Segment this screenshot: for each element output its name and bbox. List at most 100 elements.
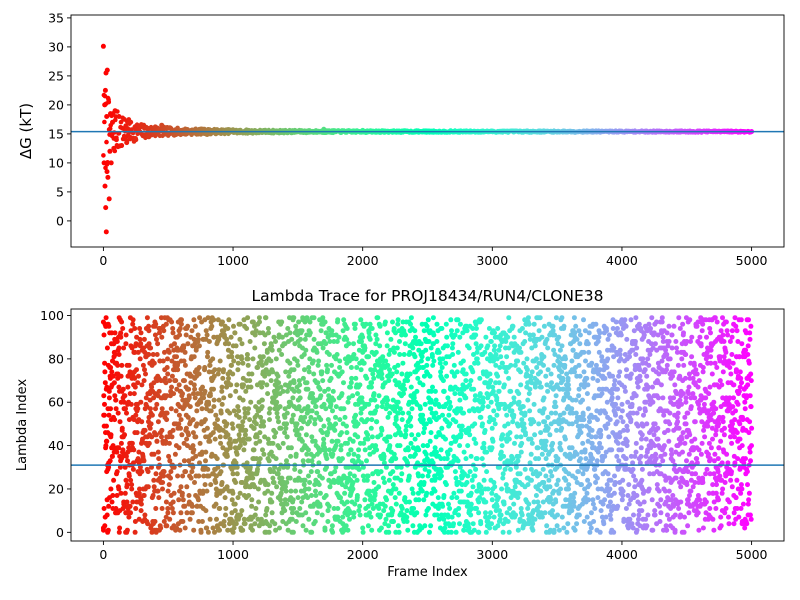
lambda-point xyxy=(253,421,259,427)
lambda-point xyxy=(344,430,350,436)
lambda-point xyxy=(508,466,513,472)
lambda-point xyxy=(587,529,593,535)
lambda-point xyxy=(226,341,232,347)
lambda-point xyxy=(367,321,373,327)
lambda-point xyxy=(584,490,590,496)
lambda-point xyxy=(412,451,418,457)
lambda-point xyxy=(116,384,122,390)
lambda-point xyxy=(335,438,341,444)
lambda-point xyxy=(270,475,276,481)
lambda-point xyxy=(228,382,234,388)
lambda-point xyxy=(274,410,280,416)
lambda-point xyxy=(257,430,263,436)
lambda-point xyxy=(532,343,538,349)
lambda-point xyxy=(495,495,501,501)
lambda-point xyxy=(539,451,545,457)
lambda-point xyxy=(259,384,265,390)
lambda-point xyxy=(338,495,343,501)
lambda-point xyxy=(166,482,172,488)
lambda-point xyxy=(118,334,124,340)
lambda-point xyxy=(580,397,585,403)
lambda-point xyxy=(499,486,505,492)
lambda-point xyxy=(287,475,293,481)
lambda-point xyxy=(351,473,357,479)
lambda-point xyxy=(334,339,340,344)
lambda-point xyxy=(125,384,131,390)
lambda-point xyxy=(344,336,350,342)
lambda-point xyxy=(488,378,494,384)
lambda-point xyxy=(591,519,597,524)
lambda-point xyxy=(358,410,364,416)
lambda-point xyxy=(137,356,143,362)
lambda-point xyxy=(242,414,248,420)
lambda-point xyxy=(226,375,231,381)
free-energy-point xyxy=(103,205,109,211)
lambda-point xyxy=(176,497,182,503)
lambda-point xyxy=(338,447,344,453)
lambda-point xyxy=(457,321,463,327)
lambda-point xyxy=(170,499,176,505)
lambda-point xyxy=(485,404,491,410)
lambda-point xyxy=(328,375,334,381)
lambda-point xyxy=(589,360,595,366)
lambda-point xyxy=(357,512,363,518)
lambda-point xyxy=(534,356,539,362)
lambda-point xyxy=(115,410,121,416)
lambda-point xyxy=(454,369,460,375)
lambda-point xyxy=(355,453,361,459)
lambda-point xyxy=(263,315,269,321)
lambda-point xyxy=(500,432,506,438)
lambda-point xyxy=(378,432,384,438)
lambda-point xyxy=(169,384,174,390)
lambda-point xyxy=(300,458,306,464)
lambda-point xyxy=(530,527,536,533)
lambda-point xyxy=(205,466,211,472)
lambda-point xyxy=(554,427,559,433)
lambda-point xyxy=(151,477,157,483)
lambda-point xyxy=(518,349,524,355)
lambda-point xyxy=(132,529,138,535)
lambda-point xyxy=(354,365,360,370)
lambda-point xyxy=(138,330,144,336)
lambda-point xyxy=(327,484,333,490)
lambda-point xyxy=(511,412,517,418)
lambda-point xyxy=(500,471,506,477)
lambda-point xyxy=(184,436,190,442)
lambda-point xyxy=(253,506,259,511)
lambda-point xyxy=(582,447,588,453)
lambda-point xyxy=(223,506,229,511)
lambda-point xyxy=(583,456,589,462)
lambda-point xyxy=(131,447,137,453)
lambda-point xyxy=(533,493,539,498)
lambda-point xyxy=(557,347,563,353)
lambda-point xyxy=(241,382,246,388)
lambda-point xyxy=(117,525,123,531)
lambda-point xyxy=(409,486,415,492)
lambda-point xyxy=(275,373,281,379)
lambda-point xyxy=(519,512,525,518)
lambda-point xyxy=(167,516,173,522)
lambda-point xyxy=(190,430,196,436)
lambda-point xyxy=(241,447,247,453)
lambda-point xyxy=(532,384,538,390)
lambda-point xyxy=(499,360,505,366)
lambda-point xyxy=(124,482,130,488)
lambda-point xyxy=(453,475,459,481)
lambda-point xyxy=(387,443,393,449)
lambda-point xyxy=(203,328,209,334)
lambda-point xyxy=(297,506,303,511)
lambda-point xyxy=(399,506,405,511)
lambda-point xyxy=(242,440,248,446)
lambda-point xyxy=(354,493,360,498)
lambda-point xyxy=(197,440,203,446)
lambda-point xyxy=(161,473,167,479)
lambda-point xyxy=(301,482,307,488)
lambda-point xyxy=(233,521,239,527)
lambda-point xyxy=(429,354,435,360)
free-energy-point xyxy=(126,121,132,126)
lambda-point xyxy=(492,343,498,349)
lambda-point xyxy=(580,412,586,418)
lambda-point xyxy=(106,323,112,329)
lambda-point xyxy=(283,484,288,490)
lambda-point xyxy=(286,373,292,379)
